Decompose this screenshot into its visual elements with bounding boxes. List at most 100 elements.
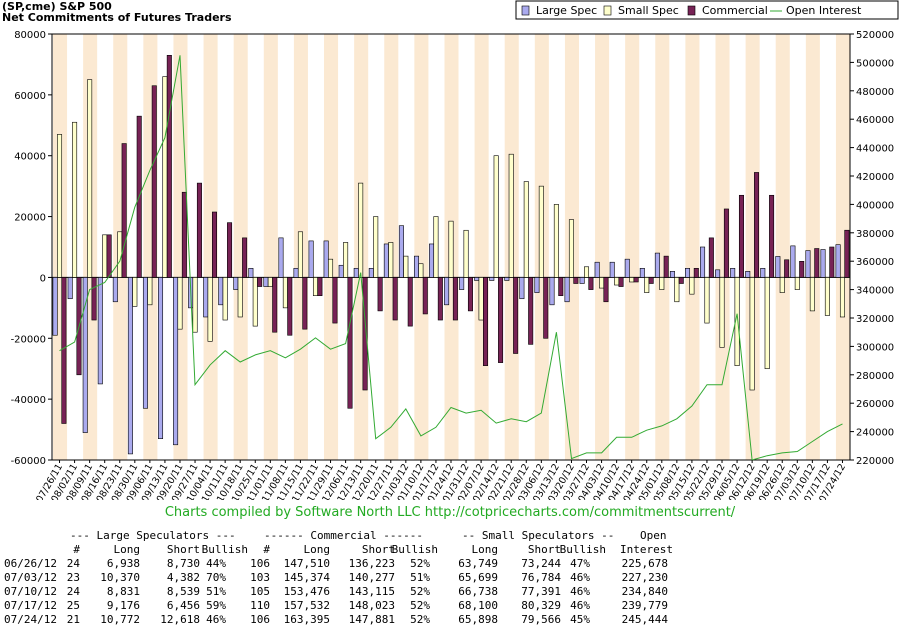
bar-commercial <box>829 246 835 278</box>
bar-commercial <box>543 277 549 339</box>
y-right-tick-label: 400000 <box>856 200 894 211</box>
y-right-tick-label: 360000 <box>856 257 894 268</box>
bar-large-spec <box>775 256 781 278</box>
y-right-tick-label: 300000 <box>856 342 894 353</box>
cell-large-short: 6,456 <box>166 599 200 612</box>
bar-large-spec <box>97 277 103 385</box>
cell-large-count: 25 <box>66 599 80 612</box>
bar-large-spec <box>745 271 751 278</box>
cell-small-long: 63,749 <box>458 557 498 570</box>
bar-small-spec <box>343 242 349 278</box>
bar-small-spec <box>207 277 213 342</box>
bar-large-spec <box>459 277 465 290</box>
cell-open-interest: 227,230 <box>621 571 668 584</box>
bar-large-spec <box>474 277 480 281</box>
cell-small-short: 73,244 <box>521 557 561 570</box>
bar-commercial <box>784 259 790 278</box>
cell-small-long: 68,100 <box>458 599 498 612</box>
bar-small-spec <box>102 234 108 278</box>
col-header: Bullish <box>201 543 248 556</box>
bar-commercial <box>347 277 353 409</box>
bar-small-spec <box>282 277 288 309</box>
bar-large-spec <box>504 277 510 281</box>
bar-small-spec <box>493 155 499 278</box>
bar-commercial <box>211 211 217 278</box>
bar-small-spec <box>704 277 710 324</box>
bar-commercial <box>257 277 263 287</box>
bar-commercial <box>362 277 368 391</box>
bar-commercial <box>121 143 127 278</box>
cell-comm-long: 153,476 <box>283 585 330 598</box>
bar-commercial <box>422 277 428 315</box>
cell-small-long: 65,699 <box>458 571 498 584</box>
y-right-tick-label: 320000 <box>856 314 894 325</box>
bar-large-spec <box>609 261 615 278</box>
bar-commercial <box>272 277 278 333</box>
cell-small-bullish: 46% <box>570 599 590 612</box>
y-right-tick-label: 260000 <box>856 399 894 410</box>
bar-small-spec <box>523 181 529 278</box>
bar-large-spec <box>654 252 660 278</box>
bar-large-spec <box>624 258 630 278</box>
week-band <box>715 34 730 460</box>
row-date: 06/26/12 <box>4 557 57 570</box>
legend-commercial-swatch <box>687 5 696 16</box>
cell-comm-short: 136,223 <box>348 557 395 570</box>
bar-commercial <box>106 234 112 278</box>
cell-large-short: 8,539 <box>166 585 200 598</box>
bar-large-spec <box>444 277 450 306</box>
cell-small-short: 80,329 <box>521 599 561 612</box>
col-header: Short <box>361 543 395 556</box>
bar-commercial <box>588 277 594 290</box>
y-right-tick-label: 500000 <box>856 58 894 69</box>
cell-large-short: 4,382 <box>166 571 200 584</box>
bar-small-spec <box>267 277 273 287</box>
bar-commercial <box>377 277 383 312</box>
bar-commercial <box>483 277 489 366</box>
bar-small-spec <box>674 277 680 303</box>
bar-large-spec <box>158 277 164 439</box>
bar-large-spec <box>429 243 435 278</box>
cell-large-count: 23 <box>66 571 80 584</box>
week-band <box>595 34 610 460</box>
bar-small-spec <box>629 277 635 283</box>
bar-commercial <box>814 248 820 278</box>
bar-commercial <box>181 191 187 278</box>
group-header-commercial: ------ Commercial ------ <box>264 529 423 542</box>
legend-small-spec-swatch <box>603 5 612 16</box>
bar-small-spec <box>614 277 620 286</box>
bar-commercial <box>558 277 564 296</box>
y-right-tick-label: 220000 <box>856 456 894 467</box>
bar-small-spec <box>57 134 63 278</box>
cell-large-bullish: 44% <box>206 557 226 570</box>
bar-large-spec <box>519 277 525 300</box>
bar-commercial <box>528 277 534 345</box>
bar-small-spec <box>584 266 590 278</box>
bar-commercial <box>332 277 338 324</box>
bar-large-spec <box>112 277 118 303</box>
bar-small-spec <box>147 277 153 306</box>
bar-large-spec <box>383 243 389 278</box>
bar-small-spec <box>824 277 830 316</box>
bar-small-spec <box>328 258 334 278</box>
legend-large-spec-label: Large Spec <box>536 4 597 17</box>
y-right-tick-label: 420000 <box>856 172 894 183</box>
week-band <box>655 34 670 460</box>
bar-commercial <box>723 208 729 278</box>
bar-commercial <box>603 277 609 303</box>
bar-small-spec <box>689 277 695 295</box>
bar-commercial <box>467 277 473 312</box>
bar-large-spec <box>353 267 359 278</box>
bar-small-spec <box>749 277 755 391</box>
bar-commercial <box>754 172 760 278</box>
line-open-interest <box>59 55 843 461</box>
bar-small-spec <box>779 277 785 293</box>
week-band <box>203 34 218 460</box>
cell-open-interest: 234,840 <box>621 585 668 598</box>
row-date: 07/03/12 <box>4 571 57 584</box>
col-header: Bullish <box>391 543 438 556</box>
bar-large-spec <box>639 267 645 278</box>
week-band <box>805 34 820 460</box>
cell-small-bullish: 46% <box>570 585 590 598</box>
cell-large-count: 24 <box>66 557 80 570</box>
